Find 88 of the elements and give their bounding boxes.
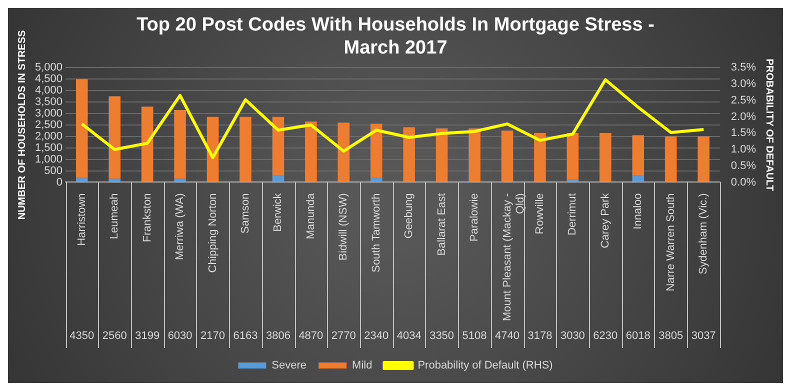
bar bbox=[272, 175, 284, 182]
x-tick-label: Bidwill (NSW) bbox=[338, 193, 350, 260]
x-tick-label: Geebung bbox=[403, 193, 416, 238]
legend-label: Severe bbox=[272, 360, 307, 372]
y-tick-label: 2,500 bbox=[34, 118, 63, 131]
x-tick-label: South Tamworth bbox=[370, 193, 382, 273]
y-tick-label: 3,500 bbox=[34, 96, 63, 108]
y2-tick-label: 3.0% bbox=[730, 78, 756, 90]
y2-axis-title: PROBABILITY OF DEFAULT bbox=[763, 58, 774, 192]
bar bbox=[305, 121, 317, 182]
x-tick-label: Ballarat East bbox=[436, 193, 448, 256]
text: 6018 bbox=[626, 330, 650, 342]
bar bbox=[338, 122, 350, 182]
y-tick-label: 500 bbox=[44, 164, 63, 177]
x-tick-label: Sydenham (Vic.) bbox=[698, 193, 710, 274]
bar bbox=[272, 116, 284, 176]
y-tick-label: 3,000 bbox=[34, 107, 63, 120]
x-tick-label: Innaloo bbox=[632, 193, 644, 230]
text: 6163 bbox=[233, 330, 258, 342]
bar bbox=[141, 106, 154, 182]
x-tick-label: Harristown bbox=[76, 193, 88, 246]
x-tick-label: Narre Warren South bbox=[664, 193, 677, 292]
y2-tick-label: 2.5% bbox=[730, 94, 756, 106]
text: 3178 bbox=[528, 330, 552, 342]
y2-tick-label: 1.0% bbox=[730, 144, 756, 156]
bar bbox=[76, 178, 88, 182]
text: 4350 bbox=[70, 330, 94, 342]
text: 4870 bbox=[298, 330, 324, 342]
x-tick-label: Berwick bbox=[272, 192, 284, 232]
y-tick-label: 0 bbox=[56, 176, 63, 188]
bar bbox=[436, 128, 448, 182]
y-tick-label: 5,000 bbox=[34, 62, 63, 74]
bar bbox=[108, 96, 120, 179]
bar bbox=[403, 127, 415, 182]
text: 3806 bbox=[266, 330, 290, 342]
y2-tick-label: 3.5% bbox=[730, 62, 756, 74]
y2-tick-label: 0.5% bbox=[730, 160, 756, 172]
x-tick-label: Rowville bbox=[534, 193, 546, 234]
x-tick-label: Derrimut bbox=[566, 193, 579, 236]
x-tick-label: Leumeah bbox=[108, 193, 121, 240]
text: 4740 bbox=[495, 330, 520, 342]
text: 4034 bbox=[396, 330, 422, 342]
x-tick-label: Carey Park bbox=[599, 192, 612, 248]
bar bbox=[632, 175, 644, 182]
y2-tick-label: 1.5% bbox=[730, 127, 756, 140]
text: 3199 bbox=[135, 330, 160, 342]
y-axis-title: NUMBER OF HOUSEHOLDS IN STRESS bbox=[16, 30, 28, 220]
text: 2170 bbox=[200, 330, 226, 342]
bar bbox=[600, 132, 612, 182]
text: 6230 bbox=[593, 330, 618, 342]
bar bbox=[534, 132, 546, 182]
bar bbox=[174, 110, 186, 179]
text: 3350 bbox=[430, 330, 454, 342]
y2-tick-label: 0.0% bbox=[730, 176, 756, 188]
y-tick-label: 4,000 bbox=[34, 84, 63, 97]
bar bbox=[632, 135, 644, 176]
bar bbox=[501, 130, 514, 182]
text: 2770 bbox=[331, 330, 356, 342]
x-tick-label: Frankston bbox=[141, 193, 154, 242]
bar bbox=[76, 79, 88, 178]
bar bbox=[566, 132, 579, 180]
y-tick-label: 1,000 bbox=[34, 153, 63, 166]
legend-label: Mild bbox=[352, 360, 372, 372]
bar bbox=[370, 178, 382, 182]
x-tick-label: Samson bbox=[240, 193, 252, 234]
x-tick-label: Mount Pleasant (Mackay - Qld) bbox=[501, 192, 526, 322]
x-tick-label: Paralowie bbox=[468, 193, 481, 242]
bar bbox=[664, 136, 677, 182]
legend-label: Probability of Default (RHS) bbox=[418, 360, 553, 372]
x-tick-label: Chipping Norton bbox=[206, 193, 219, 273]
x-tick-label: Manunda bbox=[304, 192, 317, 240]
x-tick-label: Merriwa (WA) bbox=[174, 193, 186, 260]
text: 5108 bbox=[462, 330, 487, 342]
y-tick-label: 2,000 bbox=[34, 130, 63, 142]
y-tick-label: 4,500 bbox=[34, 73, 63, 86]
chart-title: Top 20 Post Codes With Households In Mortgage Stress - March 2017 bbox=[136, 14, 654, 58]
text: 6030 bbox=[168, 330, 192, 342]
text: 2560 bbox=[102, 330, 127, 342]
y-tick-label: 1,500 bbox=[34, 142, 63, 154]
bar bbox=[240, 116, 252, 182]
text: 2340 bbox=[364, 330, 389, 342]
text: 3037 bbox=[691, 330, 716, 342]
y2-tick-label: 2.0% bbox=[730, 110, 756, 123]
text: 3805 bbox=[658, 330, 684, 342]
bar bbox=[698, 136, 710, 182]
text: 3030 bbox=[560, 330, 585, 342]
bar bbox=[370, 124, 382, 178]
bar bbox=[468, 128, 480, 182]
